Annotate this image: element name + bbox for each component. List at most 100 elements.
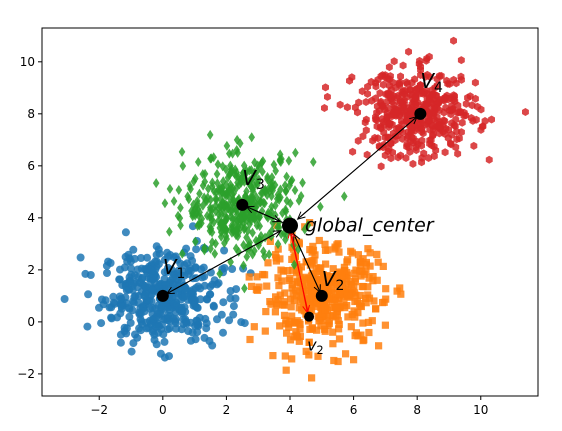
data-point bbox=[377, 99, 385, 108]
y-axis-ticks: −2 0 2 4 6 8 10 bbox=[17, 55, 42, 381]
data-point bbox=[290, 296, 298, 305]
data-point bbox=[251, 157, 258, 168]
data-point bbox=[122, 286, 131, 295]
data-point bbox=[346, 278, 355, 286]
data-point bbox=[217, 310, 226, 319]
data-point bbox=[362, 126, 370, 135]
data-point bbox=[458, 118, 466, 127]
x-tick-label: 4 bbox=[286, 403, 294, 417]
data-point bbox=[289, 266, 297, 274]
data-point bbox=[470, 141, 478, 150]
data-point bbox=[364, 245, 372, 253]
data-point bbox=[109, 298, 118, 307]
data-point bbox=[246, 165, 253, 176]
data-point bbox=[245, 273, 253, 281]
data-point bbox=[296, 332, 304, 340]
data-point bbox=[287, 198, 294, 209]
data-point bbox=[221, 216, 229, 227]
data-point bbox=[275, 222, 283, 233]
data-point bbox=[393, 287, 401, 295]
data-point bbox=[356, 267, 364, 275]
data-point bbox=[202, 195, 209, 206]
data-point bbox=[163, 325, 172, 334]
data-point bbox=[116, 338, 125, 347]
data-point bbox=[226, 287, 235, 295]
data-point bbox=[236, 179, 243, 190]
data-point bbox=[329, 340, 337, 348]
data-point bbox=[426, 95, 434, 104]
data-point bbox=[125, 312, 134, 321]
y-tick-label: 8 bbox=[27, 107, 35, 121]
data-point bbox=[374, 75, 382, 84]
data-point bbox=[240, 240, 247, 251]
data-point bbox=[308, 374, 316, 382]
data-point bbox=[469, 116, 477, 125]
data-point bbox=[373, 250, 381, 258]
data-point bbox=[416, 56, 423, 65]
data-point bbox=[272, 257, 280, 265]
data-point bbox=[188, 205, 195, 216]
data-point bbox=[242, 169, 249, 180]
data-point bbox=[261, 327, 269, 335]
data-point bbox=[325, 317, 333, 325]
data-point bbox=[164, 311, 172, 320]
data-point bbox=[364, 318, 373, 326]
data-point bbox=[430, 152, 438, 161]
data-point bbox=[360, 270, 368, 278]
center-marker-V_2 bbox=[315, 289, 328, 302]
data-point bbox=[335, 320, 343, 328]
data-point bbox=[308, 257, 316, 265]
data-point bbox=[441, 148, 449, 157]
x-tick-label: 2 bbox=[223, 403, 231, 417]
data-point bbox=[195, 313, 204, 322]
data-point bbox=[240, 218, 247, 229]
data-point bbox=[146, 274, 155, 283]
data-point bbox=[403, 78, 410, 87]
data-point bbox=[140, 307, 149, 316]
data-point bbox=[325, 295, 333, 303]
data-point bbox=[354, 136, 362, 145]
data-point bbox=[276, 291, 284, 299]
data-point bbox=[161, 280, 170, 289]
data-point bbox=[324, 321, 332, 329]
red-point-marker bbox=[304, 311, 315, 322]
data-point bbox=[457, 72, 465, 81]
data-point bbox=[300, 300, 308, 308]
x-axis-ticks: −2 0 2 4 6 8 10 bbox=[90, 396, 488, 417]
data-point bbox=[60, 295, 69, 303]
data-point bbox=[341, 285, 349, 293]
data-point bbox=[286, 180, 293, 191]
data-point bbox=[115, 275, 124, 284]
data-point bbox=[151, 322, 160, 331]
data-point bbox=[127, 347, 136, 356]
data-point bbox=[370, 297, 378, 305]
data-point bbox=[328, 312, 337, 320]
data-point bbox=[411, 75, 419, 84]
data-point bbox=[212, 206, 219, 217]
data-point bbox=[221, 238, 228, 249]
data-point bbox=[390, 100, 398, 109]
data-point bbox=[369, 277, 377, 285]
data-point bbox=[327, 287, 335, 295]
data-point bbox=[373, 276, 381, 284]
data-point bbox=[359, 337, 367, 345]
data-point bbox=[338, 272, 346, 280]
data-point bbox=[342, 350, 350, 358]
data-point bbox=[365, 274, 373, 282]
data-point bbox=[200, 192, 208, 203]
arrow-V_3-to-global bbox=[246, 206, 282, 223]
data-point bbox=[335, 248, 343, 256]
data-point bbox=[186, 181, 194, 192]
data-point bbox=[237, 174, 244, 185]
data-point bbox=[268, 225, 276, 236]
data-point bbox=[137, 254, 145, 262]
data-point bbox=[308, 324, 316, 332]
data-point bbox=[292, 328, 300, 336]
data-point bbox=[213, 168, 221, 179]
data-point bbox=[392, 108, 399, 117]
data-point bbox=[293, 317, 301, 325]
data-point bbox=[127, 264, 135, 273]
data-point bbox=[219, 328, 227, 337]
data-point bbox=[259, 166, 266, 177]
data-point bbox=[207, 243, 214, 254]
